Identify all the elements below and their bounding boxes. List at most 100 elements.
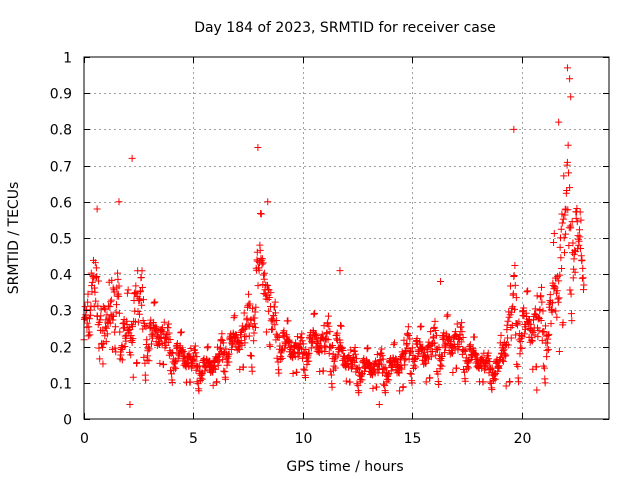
data-point (246, 300, 254, 308)
data-point (547, 298, 555, 306)
data-point (236, 340, 244, 348)
data-point (538, 283, 546, 291)
data-point (437, 277, 445, 285)
data-point (318, 347, 326, 355)
data-point (135, 310, 143, 318)
data-point (488, 364, 496, 372)
data-point (470, 333, 478, 341)
data-point (459, 334, 467, 342)
data-point (213, 378, 221, 386)
data-point (323, 329, 331, 337)
data-point (355, 389, 363, 397)
data-point (92, 297, 100, 305)
data-point (186, 378, 194, 386)
x-tick-label: 0 (80, 431, 89, 447)
data-point (225, 350, 233, 358)
data-point (504, 317, 512, 325)
y-tick-label: 0.3 (50, 304, 72, 320)
data-point (258, 255, 266, 263)
data-point (278, 354, 286, 362)
data-point (96, 316, 104, 324)
data-point (378, 352, 386, 360)
data-point (209, 381, 217, 389)
data-point (405, 331, 413, 339)
data-point (399, 383, 407, 391)
data-point (312, 332, 320, 340)
data-point (328, 383, 336, 391)
data-point (133, 359, 141, 367)
data-point (325, 322, 333, 330)
data-point (84, 290, 92, 298)
data-point (129, 373, 137, 381)
data-point (316, 368, 324, 376)
data-point (298, 330, 306, 338)
data-point (305, 349, 313, 357)
data-point (264, 198, 272, 206)
data-point (327, 371, 335, 379)
data-point (235, 345, 243, 353)
data-point (553, 313, 561, 321)
y-tick-label: 0.6 (50, 196, 72, 212)
data-point (166, 367, 174, 375)
data-point (99, 360, 107, 368)
data-point (573, 218, 581, 226)
data-point (560, 172, 568, 180)
data-point (566, 184, 574, 192)
data-point (579, 264, 587, 272)
data-point (557, 225, 565, 233)
data-point (254, 144, 262, 151)
data-point (427, 328, 435, 336)
data-point (194, 363, 202, 371)
data-point (358, 376, 366, 384)
data-point (543, 346, 551, 354)
data-point (256, 246, 264, 254)
data-point (94, 302, 102, 310)
data-point (164, 338, 172, 346)
data-point (267, 289, 275, 297)
data-point (559, 319, 567, 327)
data-point (443, 312, 451, 320)
data-point (214, 361, 222, 369)
data-point (291, 352, 299, 360)
data-point (242, 323, 250, 331)
data-point (145, 345, 153, 353)
data-point (538, 337, 546, 345)
data-point (164, 324, 172, 332)
data-point (324, 319, 332, 327)
data-point (260, 271, 268, 279)
data-point (396, 387, 404, 395)
data-point (553, 287, 561, 295)
data-point (245, 290, 253, 298)
data-point (426, 374, 434, 382)
data-point (237, 329, 245, 337)
data-point (484, 361, 492, 369)
data-point (138, 283, 146, 291)
data-point (324, 312, 332, 320)
data-point (424, 351, 432, 359)
data-point (121, 343, 129, 351)
data-point (548, 299, 556, 307)
data-point (114, 269, 122, 277)
data-point (184, 358, 192, 366)
data-point (97, 312, 105, 320)
data-point (462, 347, 470, 355)
data-point (139, 317, 147, 325)
data-point (108, 276, 116, 284)
data-point (532, 363, 540, 371)
data-point (310, 310, 318, 318)
data-point (375, 401, 383, 409)
data-point (523, 288, 531, 296)
data-point (564, 141, 572, 149)
data-point (320, 322, 328, 330)
data-point (337, 322, 345, 330)
data-point (414, 353, 422, 361)
data-point (428, 347, 436, 355)
data-point (430, 323, 438, 331)
data-point (385, 376, 393, 384)
data-point (293, 333, 301, 341)
data-point (458, 319, 466, 327)
data-point (250, 337, 258, 345)
data-points (80, 64, 588, 409)
data-point (524, 287, 532, 295)
